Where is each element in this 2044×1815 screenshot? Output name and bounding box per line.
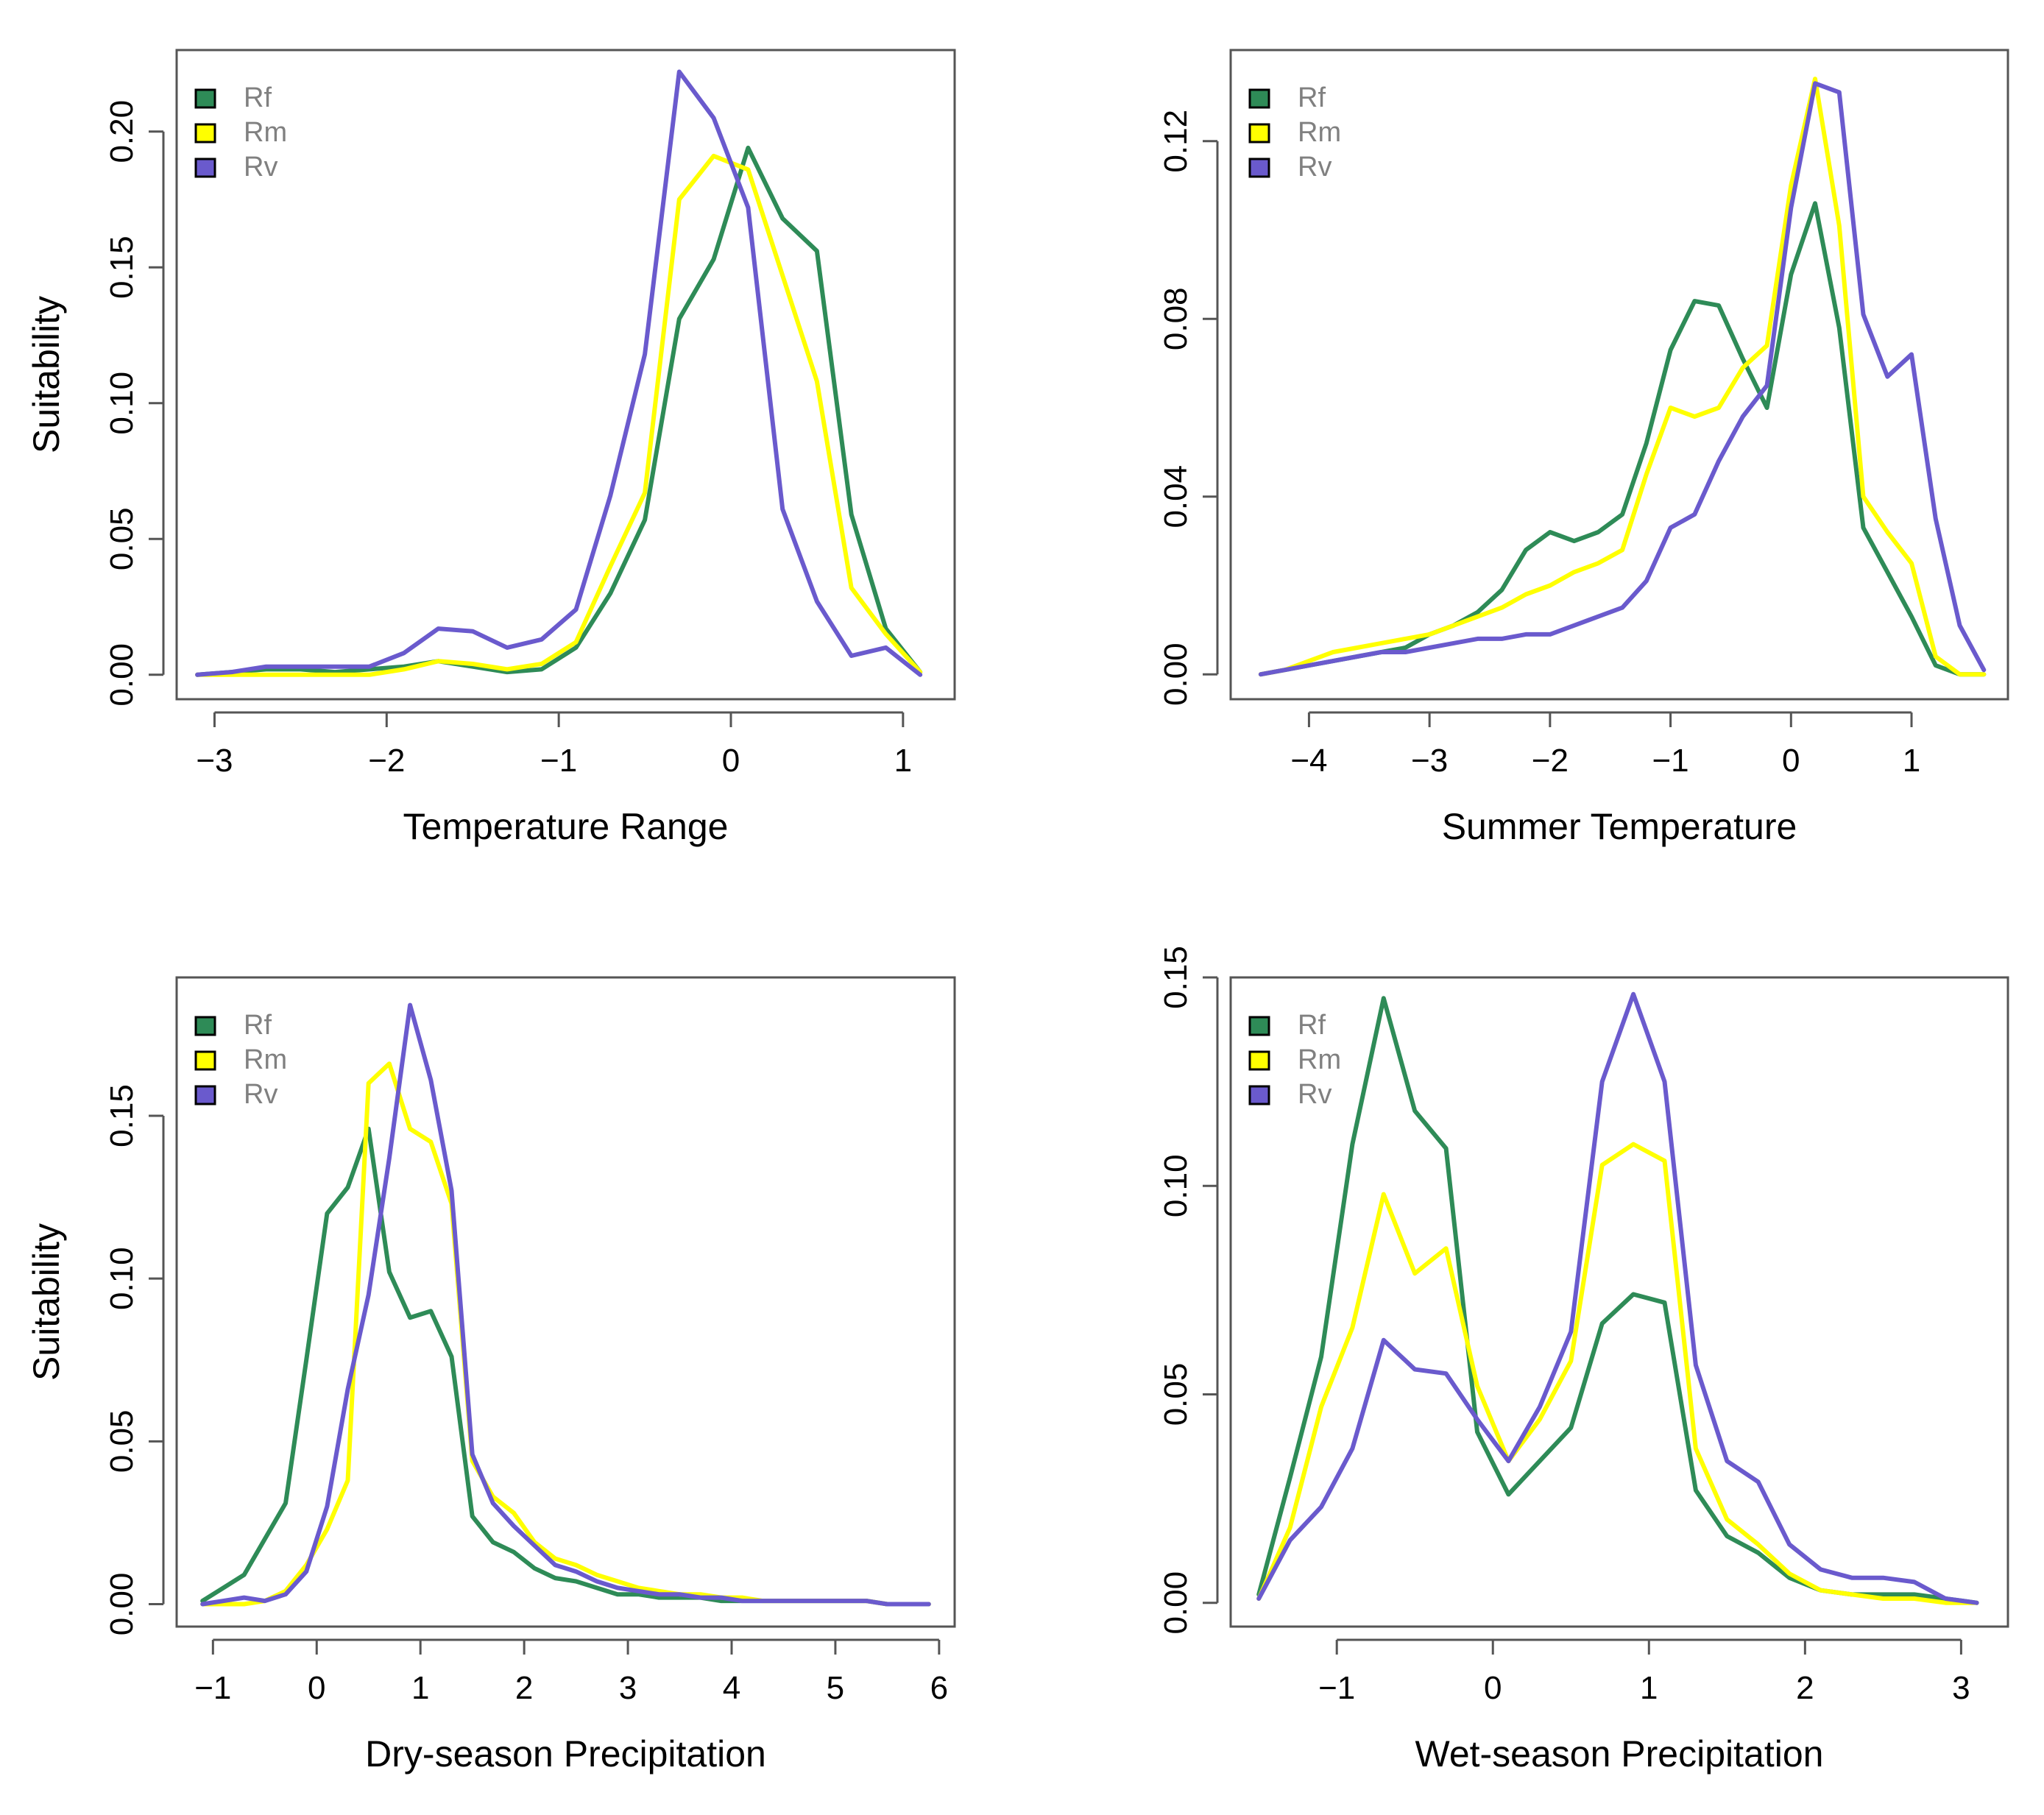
legend-swatch-rf bbox=[1248, 88, 1270, 109]
legend-label-rm: Rm bbox=[244, 117, 287, 148]
y-tick-label: 0.10 bbox=[104, 1247, 140, 1310]
series-line-rm bbox=[195, 153, 923, 677]
legend-label-rf: Rf bbox=[1298, 1010, 1326, 1041]
x-tick-label: 3 bbox=[619, 1670, 637, 1706]
x-tick-label: 1 bbox=[1640, 1670, 1658, 1706]
x-tick-label: 5 bbox=[827, 1670, 844, 1706]
series-line-rf bbox=[195, 145, 923, 677]
legend-swatch-rv bbox=[194, 1085, 216, 1105]
x-tick-label: 2 bbox=[515, 1670, 533, 1706]
series-line-rf bbox=[1256, 996, 1979, 1605]
y-tick-label: 0.00 bbox=[104, 1573, 140, 1636]
series-line-rm bbox=[1258, 77, 1987, 677]
y-tick-label: 0.12 bbox=[1158, 110, 1194, 173]
x-tick-label: 3 bbox=[1952, 1670, 1970, 1706]
legend-swatch-rv bbox=[1248, 158, 1270, 178]
series-line-rv bbox=[1256, 991, 1979, 1605]
x-tick-label: 2 bbox=[1796, 1670, 1814, 1706]
x-tick-label: 0 bbox=[722, 743, 740, 779]
y-tick-label: 0.10 bbox=[104, 372, 140, 435]
legend-swatch-rf bbox=[194, 88, 216, 109]
legend-label-rm: Rm bbox=[1298, 1044, 1341, 1075]
legend-label-rf: Rf bbox=[244, 1010, 272, 1041]
series-line-rv bbox=[1258, 81, 1987, 677]
y-tick-label: 0.20 bbox=[104, 100, 140, 163]
x-axis-title: Wet-season Precipitation bbox=[1415, 1733, 1824, 1775]
y-tick-label: 0.10 bbox=[1158, 1154, 1194, 1217]
legend-swatch-rf bbox=[194, 1016, 216, 1036]
x-tick-label: 0 bbox=[1484, 1670, 1502, 1706]
x-tick-label: −2 bbox=[368, 743, 405, 779]
x-tick-label: −1 bbox=[1652, 743, 1688, 779]
legend-swatch-rm bbox=[1248, 1050, 1270, 1071]
x-axis-title: Temperature Range bbox=[403, 806, 729, 847]
legend-swatch-rm bbox=[194, 123, 216, 144]
series-line-rv bbox=[195, 69, 923, 677]
legend-swatch-rm bbox=[1248, 123, 1270, 144]
y-tick-label: 0.08 bbox=[1158, 287, 1194, 350]
panel-dry-season-precipitation: −1 0 1 2 3 4 5 6 0.00 0.05 0.10 0.15 Dry-season Prec… bbox=[26, 976, 956, 1775]
legend-swatch-rv bbox=[1248, 1085, 1270, 1105]
x-tick-label: −3 bbox=[1411, 743, 1448, 779]
series-line-rv bbox=[200, 1002, 931, 1607]
legend-label-rv: Rv bbox=[244, 152, 277, 183]
legend-swatch-rm bbox=[194, 1050, 216, 1071]
y-tick-label: 0.15 bbox=[1158, 946, 1194, 1009]
y-tick-label: 0.05 bbox=[104, 507, 140, 570]
series-line-rm bbox=[1256, 1142, 1979, 1605]
y-tick-label: 0.15 bbox=[104, 236, 140, 299]
legend-label-rf: Rf bbox=[1298, 82, 1326, 113]
x-tick-label: −3 bbox=[196, 743, 233, 779]
plot-frame bbox=[1229, 49, 2009, 701]
y-tick-label: 0.00 bbox=[1158, 1571, 1194, 1635]
y-tick-label: 0.00 bbox=[104, 643, 140, 707]
x-tick-label: 0 bbox=[308, 1670, 325, 1706]
panel-wet-season-precipitation: −1 0 1 2 3 0.00 0.05 0.10 0.15 Wet-season Precipi… bbox=[1158, 946, 2009, 1775]
x-tick-label: −4 bbox=[1290, 743, 1327, 779]
x-tick-label: 1 bbox=[411, 1670, 429, 1706]
series-line-rf bbox=[200, 1126, 931, 1607]
plot-frame bbox=[1229, 976, 2009, 1628]
x-tick-label: −1 bbox=[540, 743, 577, 779]
panel-summer-temperature: −4 −3 −2 −1 0 1 0.00 0.04 0.08 0.12 Summer Tempera… bbox=[1158, 49, 2009, 847]
x-tick-label: −1 bbox=[1318, 1670, 1355, 1706]
x-tick-label: −1 bbox=[194, 1670, 231, 1706]
y-tick-label: 0.00 bbox=[1158, 643, 1194, 706]
legend-label-rv: Rv bbox=[244, 1079, 277, 1110]
legend-label-rv: Rv bbox=[1298, 1079, 1332, 1110]
panel-temperature-range: −3 −2 −1 0 1 0.00 0.05 0.10 0.15 0.20 Temperature … bbox=[26, 49, 956, 847]
y-tick-label: 0.05 bbox=[1158, 1363, 1194, 1426]
x-tick-label: 6 bbox=[930, 1670, 948, 1706]
legend-swatch-rf bbox=[1248, 1016, 1270, 1036]
y-axis-title: Suitability bbox=[26, 296, 67, 453]
x-tick-label: 4 bbox=[723, 1670, 740, 1706]
y-axis-title: Suitability bbox=[26, 1223, 67, 1381]
x-axis-title: Dry-season Precipitation bbox=[365, 1733, 766, 1775]
legend-label-rv: Rv bbox=[1298, 152, 1332, 183]
legend-label-rf: Rf bbox=[244, 82, 272, 113]
legend-swatch-rv bbox=[194, 158, 216, 178]
x-tick-label: 1 bbox=[1903, 743, 1920, 779]
series-line-rf bbox=[1258, 201, 1987, 677]
y-tick-label: 0.04 bbox=[1158, 465, 1194, 528]
x-tick-label: 0 bbox=[1782, 743, 1800, 779]
plot-frame bbox=[175, 976, 956, 1628]
y-tick-label: 0.15 bbox=[104, 1084, 140, 1147]
legend-label-rm: Rm bbox=[244, 1044, 287, 1075]
x-axis-title: Summer Temperature bbox=[1442, 806, 1797, 847]
x-tick-label: −2 bbox=[1532, 743, 1569, 779]
y-tick-label: 0.05 bbox=[104, 1409, 140, 1473]
x-tick-label: 1 bbox=[894, 743, 912, 779]
legend-label-rm: Rm bbox=[1298, 117, 1341, 148]
plot-frame bbox=[175, 49, 956, 701]
